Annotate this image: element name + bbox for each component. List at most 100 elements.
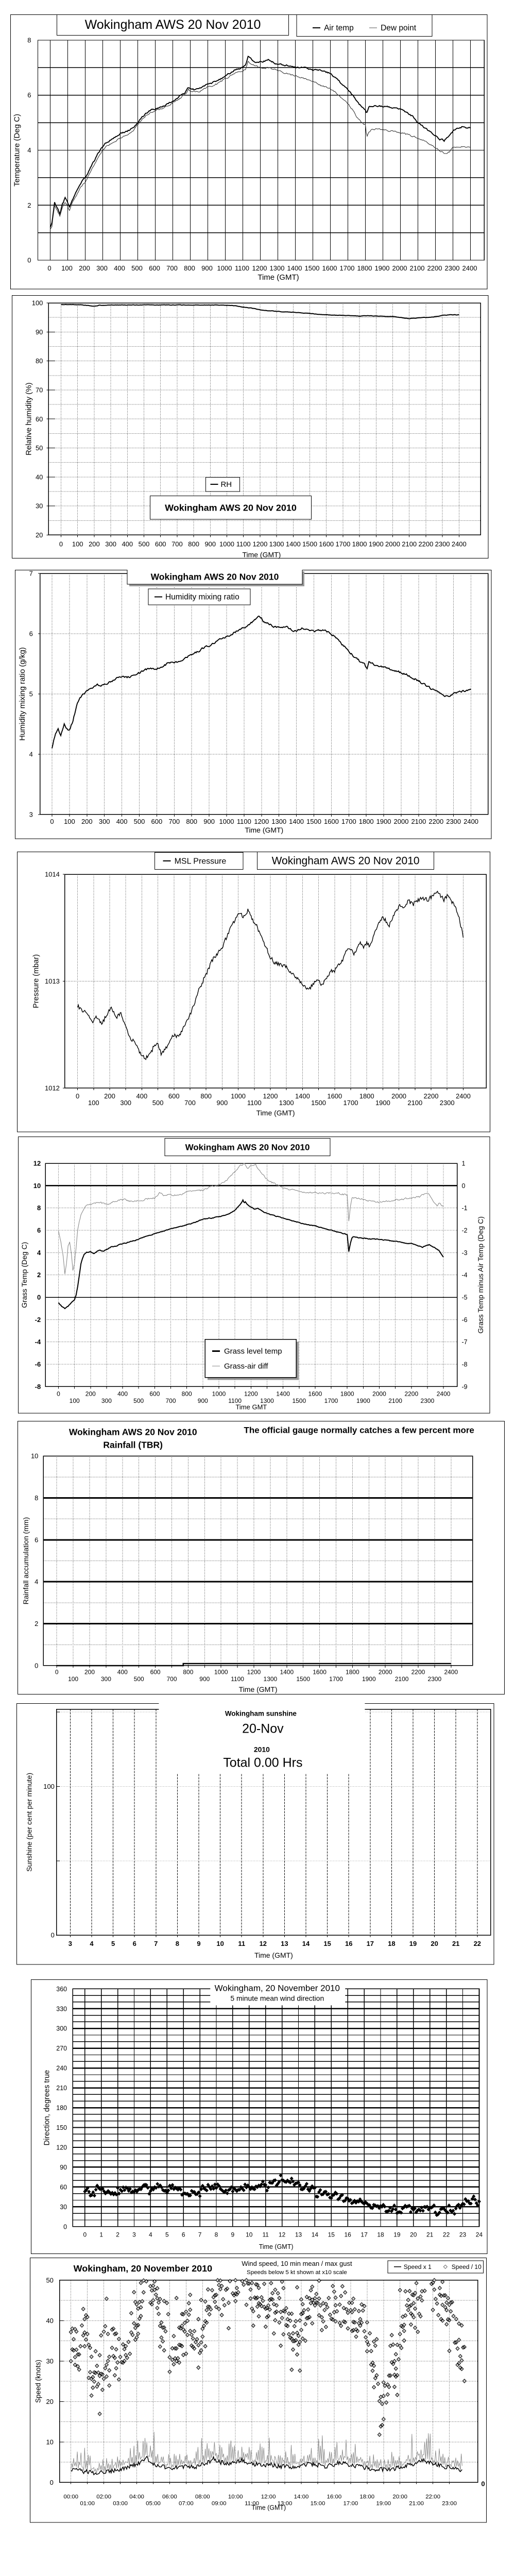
svg-text:800: 800 [182,1390,192,1397]
svg-text:19: 19 [393,2231,401,2238]
svg-text:1100: 1100 [237,818,251,825]
svg-text:09:00: 09:00 [211,2501,226,2507]
svg-text:Temperature (Deg C): Temperature (Deg C) [12,114,21,187]
svg-text:Time (GMT): Time (GMT) [251,2504,286,2512]
svg-text:2400: 2400 [456,1092,471,1099]
svg-text:Time (GMT): Time (GMT) [259,2243,293,2250]
svg-text:1700: 1700 [335,540,350,548]
svg-text:Time (GMT): Time (GMT) [238,1685,277,1693]
svg-text:-6: -6 [35,1360,41,1368]
svg-text:13: 13 [295,2231,302,2238]
svg-text:500: 500 [138,540,149,548]
svg-text:2300: 2300 [440,1098,455,1106]
svg-text:500: 500 [133,1675,144,1683]
svg-text:300: 300 [121,1098,132,1106]
svg-text:500: 500 [134,818,145,825]
svg-text:700: 700 [168,818,180,825]
svg-text:4: 4 [149,2231,152,2238]
svg-text:1800: 1800 [357,264,372,272]
svg-text:1700: 1700 [324,1397,338,1404]
svg-text:400: 400 [122,540,133,548]
svg-text:1013: 1013 [45,977,60,985]
svg-text:5 minute mean wind direction: 5 minute mean wind direction [230,1994,324,2002]
svg-text:180: 180 [56,2104,67,2111]
svg-text:1100: 1100 [231,1675,244,1683]
svg-text:6: 6 [182,2231,185,2238]
svg-text:22: 22 [473,1940,480,1948]
svg-text:21: 21 [426,2231,434,2238]
svg-text:2000: 2000 [392,1092,407,1099]
svg-text:1500: 1500 [304,264,319,272]
svg-text:Wokingham sunshine: Wokingham sunshine [225,1710,297,1718]
svg-text:2000: 2000 [379,1669,392,1676]
svg-text:1012: 1012 [45,1084,60,1092]
svg-text:2400: 2400 [437,1390,451,1397]
svg-text:Time (GMT): Time (GMT) [256,1108,295,1116]
svg-text:Grass level temp: Grass level temp [224,1347,282,1355]
svg-text:13:00: 13:00 [277,2501,292,2507]
svg-text:10: 10 [216,1940,224,1948]
svg-text:03:00: 03:00 [113,2501,128,2507]
svg-text:12: 12 [259,1940,266,1948]
svg-text:0: 0 [35,1662,38,1670]
svg-text:1600: 1600 [313,1669,327,1676]
svg-text:18: 18 [377,2231,384,2238]
svg-text:Humidity mixing ratio (g/kg): Humidity mixing ratio (g/kg) [18,647,27,741]
svg-text:12:00: 12:00 [261,2494,276,2500]
svg-text:Rainfall accumulation (mm): Rainfall accumulation (mm) [22,1517,30,1604]
svg-text:200: 200 [81,818,93,825]
svg-text:1100: 1100 [236,540,250,548]
svg-text:RH: RH [220,480,232,489]
svg-text:2000: 2000 [394,818,409,825]
svg-text:00:00: 00:00 [63,2494,78,2500]
svg-text:1700: 1700 [329,1675,343,1683]
svg-text:24: 24 [475,2231,483,2238]
svg-text:Wokingham AWS 20 Nov 2010: Wokingham AWS 20 Nov 2010 [69,1427,197,1437]
svg-text:21:00: 21:00 [409,2501,424,2507]
svg-text:400: 400 [136,1092,148,1099]
svg-text:Wokingham AWS 20 Nov 2010: Wokingham AWS 20 Nov 2010 [84,18,261,32]
svg-text:20: 20 [410,2231,417,2238]
svg-text:200: 200 [85,1390,96,1397]
svg-text:20-Nov: 20-Nov [242,1722,284,1736]
svg-text:800: 800 [183,1669,193,1676]
svg-text:0: 0 [37,1293,41,1301]
svg-text:0: 0 [50,1931,54,1939]
svg-text:-5: -5 [462,1294,468,1301]
svg-text:20: 20 [431,1940,438,1948]
svg-text:10: 10 [33,1181,41,1189]
svg-text:16: 16 [344,2231,351,2238]
svg-text:1500: 1500 [302,540,317,548]
svg-text:9: 9 [231,2231,234,2238]
svg-text:13: 13 [281,1940,288,1948]
svg-text:15:00: 15:00 [310,2501,325,2507]
svg-text:9: 9 [197,1940,200,1948]
svg-text:Wokingham AWS 20 Nov 2010: Wokingham AWS 20 Nov 2010 [151,572,279,582]
svg-text:2300: 2300 [427,1675,441,1683]
svg-text:3: 3 [29,810,33,818]
svg-text:1500: 1500 [296,1675,310,1683]
svg-text:14: 14 [311,2231,318,2238]
svg-text:2: 2 [116,2231,119,2238]
svg-text:1600: 1600 [308,1390,322,1397]
svg-text:11: 11 [238,1940,245,1948]
svg-text:Wokingham AWS 20 Nov 2010: Wokingham AWS 20 Nov 2010 [165,502,297,513]
svg-text:Grass Temp (Deg C): Grass Temp (Deg C) [20,1242,28,1308]
svg-text:1700: 1700 [344,1098,358,1106]
svg-text:Time (GMT): Time (GMT) [254,1952,293,1960]
svg-text:15: 15 [328,2231,335,2238]
svg-text:6: 6 [29,630,33,638]
svg-text:Wokingham, 20 November 2010: Wokingham, 20 November 2010 [73,2263,212,2274]
svg-text:19:00: 19:00 [376,2501,391,2507]
svg-text:210: 210 [56,2084,67,2092]
svg-text:1000: 1000 [219,818,234,825]
svg-text:100: 100 [43,1783,55,1790]
svg-text:15: 15 [323,1940,331,1948]
svg-text:2000: 2000 [372,1390,386,1397]
svg-text:20:00: 20:00 [392,2494,407,2500]
svg-text:0: 0 [55,1669,59,1676]
svg-text:1800: 1800 [340,1390,354,1397]
svg-text:Rainfall (TBR): Rainfall (TBR) [103,1440,163,1450]
svg-text:100: 100 [68,1675,78,1683]
svg-text:2100: 2100 [402,540,417,548]
